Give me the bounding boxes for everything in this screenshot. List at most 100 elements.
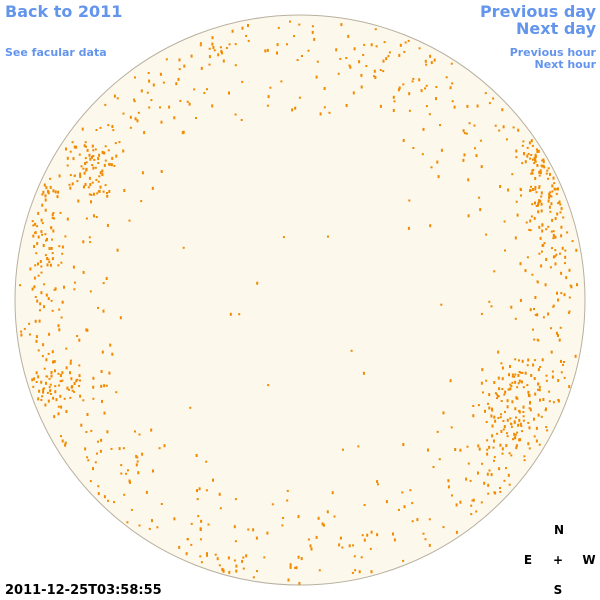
facula [494, 419, 497, 423]
facula [79, 172, 82, 176]
facula [536, 164, 539, 167]
facula [41, 395, 44, 398]
facula [552, 233, 555, 237]
facula [551, 247, 553, 250]
facula [517, 423, 520, 427]
facula [493, 456, 496, 459]
facula [80, 423, 83, 427]
facula [388, 51, 391, 54]
facula [214, 553, 217, 556]
facula [37, 211, 40, 215]
facula [52, 189, 55, 193]
facula [559, 211, 562, 214]
facula [533, 338, 536, 341]
facula [493, 459, 495, 462]
facula [488, 393, 491, 397]
facula [83, 144, 86, 148]
facula [199, 42, 202, 45]
facula [493, 415, 496, 419]
facula [58, 384, 61, 387]
facula [68, 388, 70, 391]
facula [549, 191, 552, 194]
facula [514, 433, 517, 436]
facula [488, 102, 491, 105]
facula [500, 430, 503, 433]
facula [530, 215, 533, 218]
facula [363, 504, 366, 506]
previous-day-link[interactable]: Previous day [480, 2, 597, 21]
facula [85, 328, 88, 332]
facula [498, 129, 501, 132]
facula [337, 72, 340, 75]
facula [138, 524, 141, 527]
facula [375, 45, 378, 48]
facula [211, 104, 214, 108]
previous-hour-link[interactable]: Previous hour [510, 46, 597, 59]
facula [357, 445, 360, 448]
facula [514, 236, 517, 240]
facula [402, 443, 405, 446]
facula [455, 530, 458, 534]
facula [51, 252, 54, 255]
facula [116, 248, 119, 252]
facula [61, 439, 64, 443]
facula [208, 63, 211, 66]
facula [177, 77, 180, 81]
facula [530, 139, 533, 143]
next-hour-link[interactable]: Next hour [535, 58, 597, 71]
facula [529, 308, 532, 312]
facula [48, 377, 51, 380]
facula [436, 160, 439, 164]
facula [539, 169, 542, 172]
facula [525, 221, 528, 224]
facula [552, 304, 555, 307]
facula [545, 407, 547, 411]
facula [72, 157, 75, 161]
facula [43, 305, 45, 309]
facula [536, 150, 539, 153]
facula [449, 379, 452, 383]
facula [515, 444, 518, 448]
facular-link[interactable]: See facular data [5, 46, 107, 59]
facula [529, 219, 532, 223]
facula [90, 429, 93, 432]
facula [31, 220, 34, 223]
facula [31, 378, 34, 382]
facula [140, 200, 143, 203]
facula [33, 377, 36, 381]
facula [135, 454, 138, 458]
facula [401, 491, 404, 494]
facula [373, 69, 376, 73]
facula [554, 249, 557, 252]
facula [429, 224, 432, 228]
facula [488, 469, 491, 472]
facula [47, 191, 50, 195]
facula [326, 510, 329, 514]
facula [510, 305, 513, 309]
facula [555, 192, 558, 195]
facula [37, 375, 40, 379]
facula [516, 386, 519, 389]
facula [54, 385, 57, 388]
facula [51, 238, 53, 241]
facula [492, 97, 495, 100]
facula [518, 379, 521, 383]
facula [57, 412, 60, 416]
facula [532, 168, 535, 171]
facula [476, 104, 479, 108]
facula [70, 377, 73, 381]
facula [551, 184, 554, 188]
facula [555, 253, 558, 256]
facula [532, 328, 534, 331]
facula [48, 386, 51, 389]
back-link[interactable]: Back to 2011 [5, 2, 122, 21]
facula [537, 210, 540, 214]
facula [440, 303, 443, 306]
compass-east: E [524, 553, 532, 567]
facula [91, 144, 94, 148]
facula [73, 390, 76, 393]
facula [540, 264, 543, 268]
facula [85, 217, 88, 220]
next-day-link[interactable]: Next day [516, 19, 597, 38]
facula [20, 333, 23, 337]
